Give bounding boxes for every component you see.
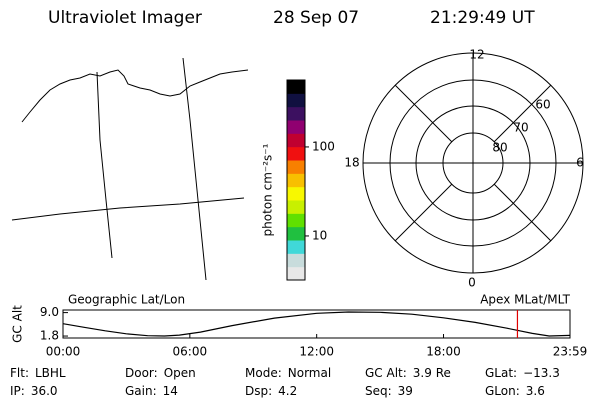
status-item: Seq: 39 [365, 384, 413, 398]
colorbar-swatch [287, 93, 305, 108]
status-label: Flt: [10, 366, 29, 380]
y-tick-label: 1.8 [40, 329, 59, 343]
status-item: Mode: Normal [245, 366, 331, 380]
status-item: IP: 36.0 [10, 384, 58, 398]
colorbar-swatch [287, 146, 305, 161]
colorbar-swatch [287, 186, 305, 201]
status-value: Normal [288, 366, 331, 380]
date: 28 Sep 07 [273, 8, 359, 28]
status-label: Mode: [245, 366, 282, 380]
status-value: LBHL [35, 366, 66, 380]
mlt-label: 18 [344, 156, 359, 170]
colorbar-swatch [287, 266, 305, 281]
status-label: IP: [10, 384, 25, 398]
colorbar-tick-label: 10 [312, 228, 327, 242]
status-item: GC Alt: 3.9 Re [365, 366, 451, 380]
colorbar-label: photon cm⁻²s⁻¹ [261, 143, 275, 236]
colorbar-swatch [287, 173, 305, 188]
colorbar-swatch [287, 240, 305, 254]
colorbar-swatch [287, 253, 305, 268]
colorbar-swatch [287, 160, 305, 174]
lat-label: 60 [535, 98, 550, 112]
status-value: 4.2 [278, 384, 297, 398]
mlt-label: 12 [469, 48, 484, 62]
x-tick-label: 18:00 [426, 345, 461, 359]
status-item: Door: Open [125, 366, 196, 380]
instrument-title: Ultraviolet Imager [48, 8, 202, 28]
status-item: Flt: LBHL [10, 366, 66, 380]
geo-map [11, 57, 249, 281]
status-item: Dsp: 4.2 [245, 384, 297, 398]
status-label: Dsp: [245, 384, 272, 398]
y-tick-label: 9.0 [40, 305, 59, 319]
alt-ylabel: GC Alt [11, 305, 25, 343]
colorbar-swatch [287, 120, 305, 134]
status-value: 36.0 [31, 384, 58, 398]
colorbar: 10 100 [286, 79, 335, 281]
status-panel: Flt: LBHL Door: Open Mode: Normal GC Alt: 3.9 R… [10, 366, 560, 398]
status-label: Gain: [125, 384, 157, 398]
status-item: Gain: 14 [125, 384, 178, 398]
mlt-label: 6 [576, 156, 584, 170]
colorbar-swatch [287, 80, 305, 94]
status-value: 3.6 [526, 384, 545, 398]
status-item: GLon: 3.6 [485, 384, 545, 398]
x-tick-label: 06:00 [173, 345, 208, 359]
mlt-label: 0 [468, 276, 476, 290]
status-value: −13.3 [523, 366, 560, 380]
colorbar-swatch [287, 213, 305, 228]
altitude-curve [62, 311, 571, 337]
lat-label: 70 [513, 121, 528, 135]
status-label: GC Alt: [365, 366, 407, 380]
x-tick-label: 23:59 [553, 345, 588, 359]
geo-label: Geographic Lat/Lon [68, 293, 185, 307]
status-value: 14 [163, 384, 178, 398]
status-label: GLat: [485, 366, 517, 380]
x-tick-label: 00:00 [46, 345, 81, 359]
status-label: Seq: [365, 384, 392, 398]
polar-label: Apex MLat/MLT [480, 293, 570, 307]
alt-plot-frame [62, 309, 571, 339]
colorbar-swatch [287, 133, 305, 148]
lat-label: 80 [492, 141, 507, 155]
status-value: 3.9 Re [413, 366, 451, 380]
colorbar-swatch [287, 226, 305, 241]
colorbar-frame [286, 79, 306, 281]
colorbar-swatch [287, 106, 305, 121]
colorbar-swatch [287, 200, 305, 214]
status-value: Open [164, 366, 196, 380]
status-label: Door: [125, 366, 158, 380]
status-label: GLon: [485, 384, 520, 398]
x-tick-label: 12:00 [299, 345, 334, 359]
polar-grid [362, 52, 584, 274]
colorbar-tick-label: 100 [312, 139, 335, 153]
time: 21:29:49 UT [430, 8, 535, 28]
status-value: 39 [398, 384, 413, 398]
status-item: GLat: −13.3 [485, 366, 560, 380]
